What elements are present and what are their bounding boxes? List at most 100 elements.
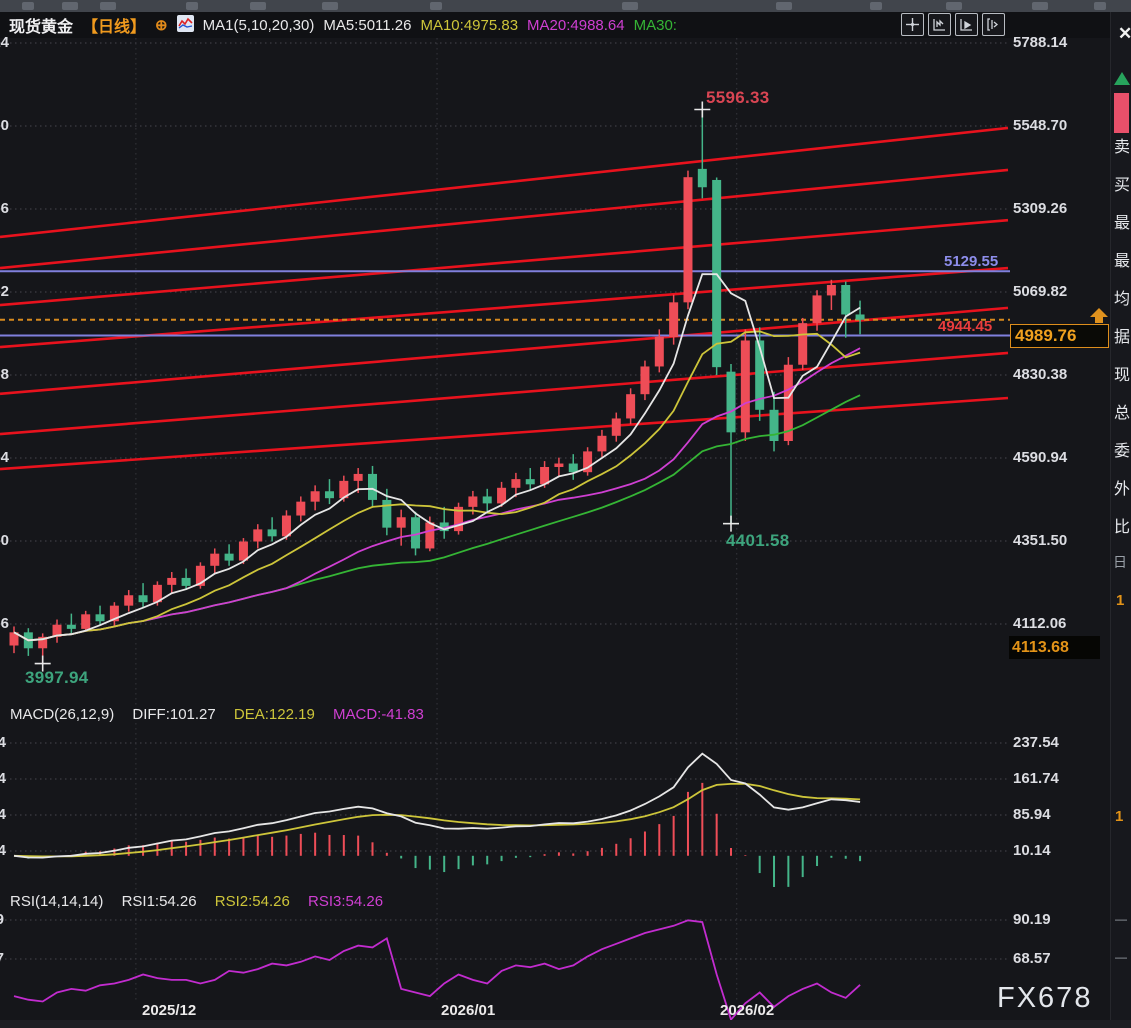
toolbar-icon-fragment[interactable] [776, 2, 792, 10]
quote-row-label: 现 [1114, 367, 1131, 384]
toolbar-icon-fragment[interactable] [186, 2, 198, 10]
price-axis-tick: 4351.50 [1013, 532, 1068, 549]
toolbar-icon-fragment[interactable] [1032, 2, 1048, 10]
toolbar-icon-fragment[interactable] [622, 2, 638, 10]
quote-row-label: 买 [1114, 177, 1131, 194]
low-annotation-label: 4401.58 [726, 531, 790, 550]
macd-axis-tick: 237.54 [1013, 734, 1059, 751]
ma10-value: MA10:4975.83 [420, 16, 519, 34]
panel-macd-row-value: 1 [1115, 808, 1124, 825]
macd-axis-tick: 10.14 [1013, 842, 1051, 859]
price-axis-tick-cutoff: 5309.26 [0, 200, 9, 217]
quote-row-label: 均 [1114, 291, 1131, 308]
rsi-axis-tick-cutoff: 90.19 [0, 911, 4, 928]
price-axis-tick: 5069.82 [1013, 283, 1068, 300]
price-up-arrow-icon [1090, 308, 1108, 323]
x-axis-label-feb: 2026/02 [720, 1002, 775, 1019]
macd-axis-tick: 85.94 [1013, 806, 1051, 823]
quote-row-label: 最 [1114, 253, 1131, 270]
quote-row-label: 外 [1114, 481, 1131, 498]
rsi-axis-tick: 90.19 [1013, 911, 1051, 928]
ma20-value: MA20:4988.64 [527, 16, 625, 34]
macd-diff-value: DIFF:101.27 [132, 706, 216, 723]
rsi-layer [13, 919, 861, 1022]
toolbar-icon-fragment[interactable] [870, 2, 882, 10]
quote-row-label: 最 [1114, 215, 1131, 232]
panel-footer-char: 日 [1113, 554, 1127, 570]
price-axis-tick-cutoff: 5788.14 [0, 34, 9, 51]
macd-title[interactable]: MACD(26,12,9) [10, 706, 115, 723]
macd-dea-value: DEA:122.19 [233, 706, 315, 723]
panel-close-icon[interactable]: ✕ [1118, 24, 1131, 43]
toolbar-icon-fragment[interactable] [250, 2, 266, 10]
up-triangle-icon [1114, 72, 1130, 85]
bottom-scroll-strip[interactable] [0, 1020, 1131, 1028]
start-low-annotation-label: 3997.94 [25, 668, 89, 687]
pane-layout-right-icon[interactable] [982, 13, 1005, 36]
price-axis-tick: 5309.26 [1013, 200, 1068, 217]
price-axis-tick: 4830.38 [1013, 366, 1068, 383]
toolbar-icon-fragment[interactable] [62, 2, 78, 10]
toolbar-icon-fragment[interactable] [1094, 2, 1106, 10]
macd-layer [13, 752, 862, 887]
annotation-marker-layer [34, 101, 739, 672]
price-bar-icon [1114, 93, 1129, 133]
chart-header-bar: 现货黄金 【日线】 ⊕ MA1(5,10,20,30) MA5:5011.26 … [0, 12, 1131, 38]
toolbar-icon-fragment[interactable] [22, 2, 34, 10]
price-axis-tick: 4590.94 [1013, 449, 1068, 466]
mini-chart-icon[interactable] [176, 14, 194, 36]
quote-row-label: 委 [1114, 443, 1131, 460]
chart-toolbar-icons [901, 13, 1005, 36]
resistance-level-label: 5129.55 [944, 253, 999, 270]
toolbar-icon-fragment[interactable] [322, 2, 338, 10]
macd-axis-tick-cutoff: 237.54 [0, 734, 6, 751]
fx678-watermark: FX678 [997, 982, 1093, 1014]
toolbar-icon-fragment[interactable] [946, 2, 962, 10]
rsi3-value: RSI3:54.26 [308, 893, 384, 910]
ma-settings-label[interactable]: MA1(5,10,20,30) [202, 16, 315, 34]
secondary-price-tag: 4113.68 [1009, 636, 1100, 659]
macd-axis-tick-cutoff: 85.94 [0, 806, 6, 823]
price-axis-tick-cutoff: 4351.50 [0, 532, 9, 549]
price-axis-tick-cutoff: 4830.38 [0, 366, 9, 383]
trendline-layer [0, 126, 1009, 471]
add-indicator-icon[interactable]: ⊕ [155, 17, 168, 34]
toolbar-icon-fragment[interactable] [430, 2, 442, 10]
quote-side-panel: 卖买最最均据现总委外比 [1110, 12, 1131, 1028]
quote-row-label: 总 [1114, 405, 1131, 422]
price-axis-tick: 4112.06 [1013, 615, 1067, 632]
price-axis-tick: 5788.14 [1013, 34, 1068, 51]
panel-rsi-row-dash2: — [1115, 950, 1127, 964]
moving-average-layer [13, 273, 861, 642]
pane-layout-play-icon[interactable] [955, 13, 978, 36]
panel-footer-value: 1 [1116, 592, 1125, 609]
quote-row-label: 比 [1114, 519, 1131, 536]
x-axis-label-jan: 2026/01 [441, 1002, 496, 1019]
macd-pane-header: MACD(26,12,9) DIFF:101.27 DEA:122.19 MAC… [10, 706, 438, 723]
price-axis-tick-cutoff: 5069.82 [0, 283, 9, 300]
rsi2-value: RSI2:54.26 [214, 893, 290, 910]
symbol-title: 现货黄金 [9, 19, 74, 36]
x-axis-label-dec: 2025/12 [142, 1002, 197, 1019]
price-axis-tick: 5548.70 [1013, 117, 1068, 134]
top-toolbar-cutoff[interactable] [0, 0, 1131, 12]
macd-axis-tick: 161.74 [1013, 770, 1059, 787]
quote-row-label: 据 [1114, 329, 1131, 346]
rsi-title[interactable]: RSI(14,14,14) [10, 893, 104, 910]
macd-axis-tick-cutoff: 161.74 [0, 770, 6, 787]
ma5-value: MA5:5011.26 [323, 16, 412, 34]
panel-rsi-row-dash: — [1115, 912, 1127, 926]
toolbar-icon-fragment[interactable] [100, 2, 116, 10]
current-price-tag: 4989.76 [1010, 324, 1109, 348]
ma30-value: MA30: [633, 16, 677, 34]
high-annotation-label: 5596.33 [706, 88, 770, 107]
macd-axis-tick-cutoff: 10.14 [0, 842, 6, 859]
gridline-layer [0, 38, 1008, 1000]
support-level-label: 4944.45 [938, 318, 993, 335]
move-crosshair-icon[interactable] [901, 13, 924, 36]
period-tag[interactable]: 【日线】 [82, 19, 147, 36]
pane-layout-left-icon[interactable] [928, 13, 951, 36]
price-axis-tick-cutoff: 4112.06 [0, 615, 9, 632]
